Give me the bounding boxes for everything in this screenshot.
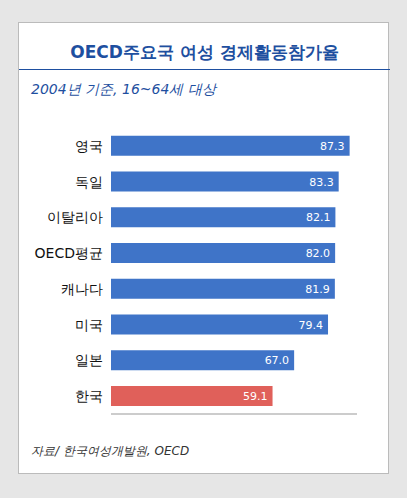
- svg-text:한국: 한국: [75, 388, 103, 404]
- svg-text:87.3: 87.3: [320, 140, 345, 153]
- svg-text:이탈리아: 이탈리아: [47, 209, 103, 225]
- svg-text:83.3: 83.3: [309, 176, 334, 189]
- svg-text:79.4: 79.4: [299, 319, 324, 332]
- svg-text:미국: 미국: [75, 317, 103, 333]
- svg-text:영국: 영국: [75, 138, 103, 154]
- svg-text:59.1: 59.1: [243, 390, 268, 403]
- svg-text:캐나다: 캐나다: [61, 281, 103, 297]
- html-text:2004년 기준, 16~64세 대상: 2004년 기준, 16~64세 대상: [31, 81, 216, 97]
- html-text:자료/ 한국여성개발원, OECD: 자료/ 한국여성개발원, OECD: [31, 444, 190, 458]
- svg-text:81.9: 81.9: [305, 283, 330, 296]
- svg-text:82.0: 82.0: [306, 247, 331, 260]
- svg-text:독일: 독일: [75, 174, 103, 190]
- html-text:OECD주요국 여성 경제활동참가율: OECD주요국 여성 경제활동참가율: [70, 42, 339, 62]
- svg-text:67.0: 67.0: [265, 354, 290, 367]
- svg-text:82.1: 82.1: [306, 211, 331, 224]
- svg-text:일본: 일본: [75, 352, 103, 368]
- svg-text:OECD평균: OECD평균: [35, 245, 103, 261]
